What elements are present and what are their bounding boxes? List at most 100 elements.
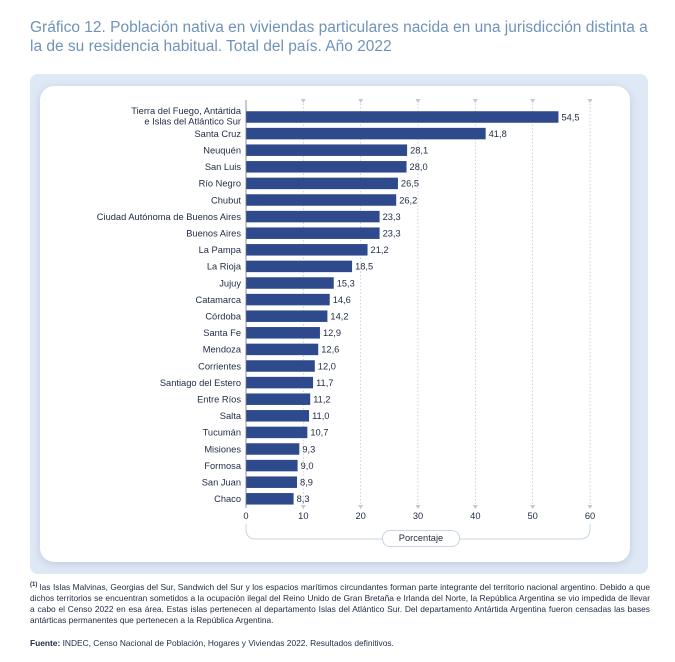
- category-label: San Luis: [205, 162, 242, 172]
- category-label: Misiones: [204, 444, 241, 454]
- bar: [246, 277, 334, 289]
- category-label: e Islas del Atlántico Sur: [144, 117, 241, 127]
- bar: [246, 393, 311, 405]
- bar-value-label: 12,9: [323, 328, 341, 338]
- category-label: Tierra del Fuego, Antártida: [131, 106, 242, 116]
- bar: [246, 194, 397, 206]
- bar: [246, 177, 398, 190]
- category-label: Tucumán: [203, 428, 241, 438]
- category-label: Santa Cruz: [194, 129, 241, 139]
- x-tick-label: 50: [527, 511, 537, 521]
- category-label: Santiago del Estero: [160, 378, 241, 388]
- footnote-text: las Islas Malvinas, Georgias del Sur, Sa…: [30, 581, 650, 626]
- bar-value-label: 54,5: [561, 112, 579, 122]
- bar-value-label: 28,1: [410, 146, 428, 156]
- bar: [246, 144, 408, 156]
- bar-layer: [246, 111, 559, 505]
- footnote: (1) las Islas Malvinas, Georgias del Sur…: [30, 580, 650, 627]
- bar: [246, 310, 328, 322]
- x-tick-label: 30: [413, 511, 423, 521]
- x-axis-label: Porcentaje: [382, 530, 460, 547]
- gridline-top-marker: [472, 99, 478, 103]
- x-tick-label: 10: [298, 511, 308, 521]
- bar: [246, 244, 368, 256]
- gridline-bottom-marker: [358, 505, 364, 509]
- bar-value-label: 26,2: [399, 195, 417, 205]
- gridline-bottom-marker: [472, 505, 478, 509]
- bar: [246, 327, 320, 339]
- category-label: Río Negro: [199, 179, 241, 189]
- bar-value-label: 8,3: [297, 494, 310, 504]
- category-label: Formosa: [204, 461, 242, 471]
- category-label: Salta: [220, 411, 242, 421]
- category-label: Catamarca: [196, 295, 242, 305]
- bar-value-label: 12,6: [321, 345, 339, 355]
- category-label: Entre Ríos: [197, 395, 241, 405]
- bar: [246, 376, 314, 389]
- bar-value-label: 9,3: [302, 444, 315, 454]
- category-label: Chaco: [214, 494, 241, 504]
- category-label: Jujuy: [219, 278, 241, 288]
- bar-value-label: 11,7: [316, 378, 333, 388]
- gridline-top-marker: [300, 99, 306, 103]
- bar-value-label: 41,8: [489, 129, 507, 139]
- value-labels: 54,5 41,8 28,1 28,0 26,5 26,2 23,3 23,3 21,2 18,5…: [297, 112, 580, 504]
- x-tick-label: 0: [243, 511, 248, 521]
- category-label: La Rioja: [207, 262, 242, 272]
- category-label: Mendoza: [203, 345, 242, 355]
- bar: [246, 343, 319, 356]
- bar-value-label: 11,2: [313, 395, 330, 405]
- category-label: San Juan: [202, 478, 241, 488]
- bar: [246, 426, 308, 439]
- bar-value-label: 21,2: [371, 245, 389, 255]
- bar-value-label: 15,3: [337, 278, 355, 288]
- category-label: Santa Fe: [203, 328, 241, 338]
- category-label: Ciudad Autónoma de Buenos Aires: [97, 212, 242, 222]
- category-label: La Pampa: [199, 245, 242, 255]
- gridline-bottom-marker: [587, 505, 593, 509]
- bar-value-label: 11,0: [312, 411, 329, 421]
- source-label: Fuente:: [30, 638, 61, 648]
- gridline-bottom-marker: [300, 505, 306, 509]
- bar-value-label: 14,6: [333, 295, 351, 305]
- category-label: Buenos Aires: [186, 229, 241, 239]
- bar-value-label: 10,7: [310, 428, 328, 438]
- category-label: Neuquén: [203, 146, 241, 156]
- x-tick-label: 40: [470, 511, 480, 521]
- bar: [246, 410, 310, 422]
- bar-value-label: 14,2: [330, 312, 348, 322]
- gridline-bottom-marker: [530, 505, 536, 509]
- bar: [246, 227, 380, 239]
- bar: [246, 459, 298, 472]
- bar-value-label: 12,0: [318, 361, 336, 371]
- chart-title: Gráfico 12. Población nativa en vivienda…: [30, 19, 648, 55]
- x-tick-label: 60: [585, 511, 595, 521]
- bar-value-label: 18,5: [355, 262, 373, 272]
- source-note: Fuente: INDEC, Censo Nacional de Poblaci…: [30, 638, 394, 648]
- gridline-top-marker: [358, 99, 364, 103]
- bar: [246, 293, 330, 306]
- gridline-top-marker: [530, 99, 536, 103]
- bar: [246, 443, 300, 455]
- bar-value-label: 23,3: [383, 212, 401, 222]
- bar: [246, 476, 298, 488]
- x-tick-label: 20: [355, 511, 365, 521]
- gridline-top-marker: [587, 99, 593, 103]
- footnote-marker: (1): [30, 582, 38, 588]
- category-label: Córdoba: [205, 312, 241, 322]
- bar-value-label: 28,0: [410, 162, 428, 172]
- category-label: Chubut: [211, 195, 241, 205]
- bar-value-label: 8,9: [300, 478, 313, 488]
- bar: [246, 210, 380, 223]
- source-text: INDEC, Censo Nacional de Población, Hoga…: [60, 638, 394, 648]
- gridline-top-marker: [415, 99, 421, 103]
- bar-value-label: 9,0: [301, 461, 314, 471]
- bar-value-label: 26,5: [401, 179, 419, 189]
- bar: [246, 360, 315, 372]
- category-label: Corrientes: [198, 361, 241, 371]
- bar: [246, 493, 294, 505]
- bar: [246, 111, 559, 123]
- bar: [246, 161, 407, 173]
- bar: [246, 260, 353, 273]
